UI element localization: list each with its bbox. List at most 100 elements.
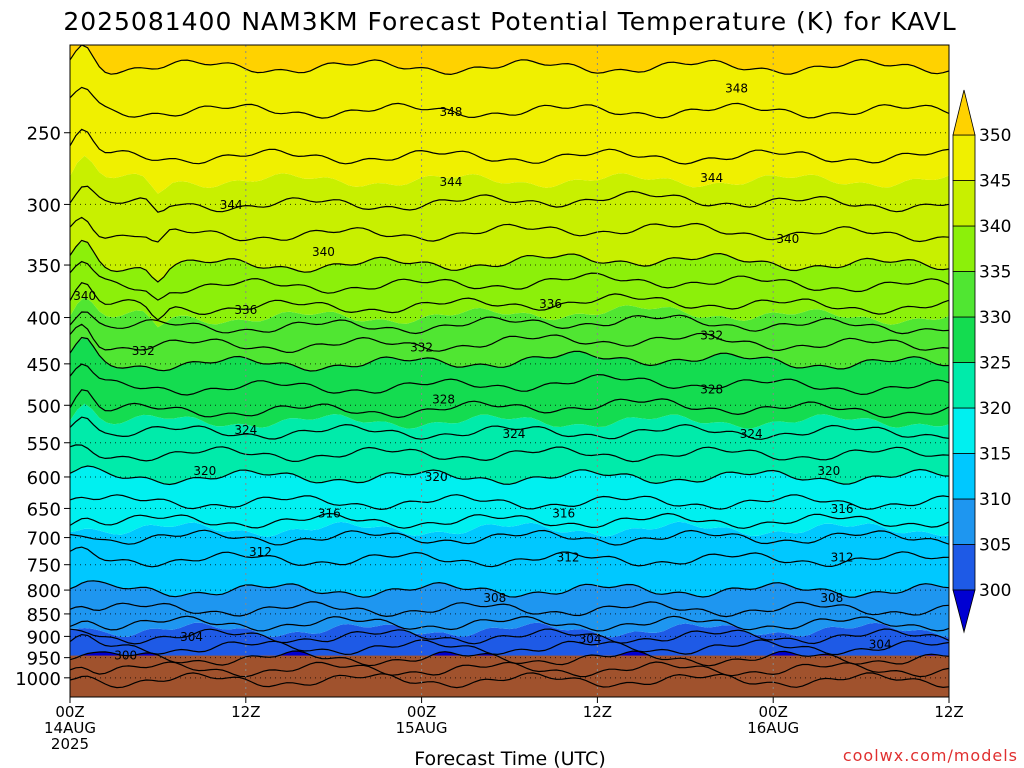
colorbar-label: 350 [979,126,1011,146]
contour-label: 340 [73,289,96,303]
colorbar-segment [952,316,976,363]
theta-band-335 [70,240,949,328]
contour-304 [70,628,949,645]
x-tick-label: 14AUG [44,719,96,737]
colorbar-segment [952,271,976,318]
contour-label: 344 [700,171,723,185]
contour-326 [70,389,949,419]
colorbar-segment [952,362,976,409]
chart-title: 2025081400 NAM3KM Forecast Potential Tem… [63,7,956,36]
contour-label: 304 [180,630,203,644]
contour-label: 336 [539,297,562,311]
contour-334 [70,311,949,335]
x-tick-label: 12Z [934,703,963,721]
contour-label: 332 [700,328,723,342]
contour-label: 344 [439,175,462,189]
y-tick-label: 350 [27,256,61,277]
contour-340 [70,239,949,283]
contour-labels: 300 304 304 304 308 308 312 312 312 316 316 316 320 3… [73,81,891,662]
contour-label: 308 [820,591,843,605]
contour-324 [70,416,949,440]
contour-312 [70,546,949,568]
x-tick-label: 00Z [407,703,436,721]
colorbar-extend-high [952,89,976,136]
contour-label: 312 [557,550,580,564]
colorbar-segment [952,498,976,545]
y-tick-label: 250 [27,124,61,145]
contour-350 [70,45,949,76]
contour-344 [70,185,949,213]
x-tick-label: 12Z [583,703,612,721]
contour-342 [70,216,949,243]
theta-band-340 [70,155,949,282]
colorbar-label: 340 [979,217,1011,237]
y-tick-label: 850 [27,605,61,626]
y-tick-label: 400 [27,309,61,330]
colorbar-extend-low [952,589,976,634]
grid-lines [70,45,949,697]
y-tick-label: 650 [27,499,61,520]
contour-336 [70,282,949,321]
contour-label: 320 [817,464,840,478]
watermark-link[interactable]: coolwx.com/models [843,746,1018,765]
contour-label: 332 [132,344,155,358]
y-tick-label: 600 [27,468,61,489]
contour-318 [70,494,949,511]
colorbar-label: 315 [979,445,1011,465]
x-tick-label: 15AUG [396,719,448,737]
contour-348 [70,86,949,119]
theta-band-350 [70,45,949,75]
x-tick-label: 00Z [55,703,84,721]
y-tick-label: 450 [27,355,61,376]
contour-lines [70,45,949,689]
theta-band-310 [70,521,949,598]
colorbar-label: 300 [979,581,1011,601]
contour-label: 324 [502,427,525,441]
contour-label: 312 [831,550,854,564]
plot-frame [69,44,950,698]
contour-320 [70,465,949,486]
pressure-axis: 2503003504004505005506006507007508008509… [15,124,70,690]
colorbar-label: 325 [979,354,1011,374]
contour-296 [70,672,949,689]
contour-label: 324 [234,423,257,437]
contour-label: 316 [831,502,854,516]
theta-band-320 [70,403,949,485]
y-tick-label: 950 [27,649,61,670]
color-bands [70,45,949,697]
colorbar-label: 335 [979,263,1011,283]
contour-label: 312 [249,545,272,559]
theta-band-325 [70,336,949,429]
colorbar-segment [952,225,976,272]
colorbar-label: 345 [979,172,1011,192]
contour-label: 304 [579,632,602,646]
colorbar-label: 320 [979,399,1011,419]
contour-label: 328 [700,383,723,397]
x-tick-label: 2025 [51,735,89,753]
contour-label: 344 [220,198,243,212]
contour-310 [70,580,949,598]
colorbar-segment [952,180,976,227]
contour-label: 328 [432,392,455,406]
contour-338 [70,260,949,301]
contour-330 [70,336,949,372]
y-tick-label: 700 [27,529,61,550]
contour-308 [70,601,949,618]
contour-label: 316 [552,507,575,521]
contour-label: 332 [410,340,433,354]
colorbar-segment [952,453,976,500]
theta-band-345 [70,45,949,194]
y-tick-label: 300 [27,195,61,216]
contour-label: 340 [312,245,335,259]
contour-label: 348 [725,81,748,95]
contour-label: 316 [318,507,341,521]
contour-label: 320 [193,464,216,478]
y-tick-label: 550 [27,434,61,455]
contour-label: 320 [425,470,448,484]
x-tick-label: 16AUG [747,719,799,737]
contour-322 [70,444,949,463]
contour-300 [70,650,949,667]
contour-label: 340 [776,232,799,246]
